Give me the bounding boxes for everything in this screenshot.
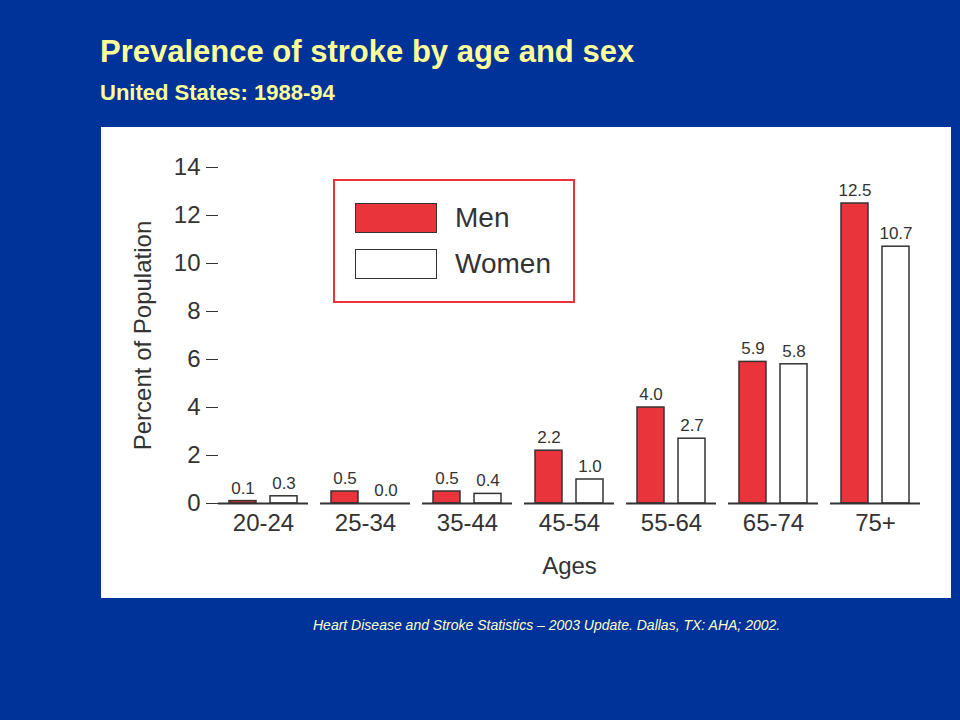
svg-text:Ages: Ages	[542, 552, 597, 579]
svg-text:65-74: 65-74	[743, 509, 804, 536]
svg-text:0.1: 0.1	[231, 479, 255, 498]
svg-text:14: 14	[174, 153, 201, 180]
svg-text:6: 6	[187, 345, 200, 372]
svg-text:1.0: 1.0	[578, 457, 602, 476]
svg-text:0.4: 0.4	[476, 471, 500, 490]
html-text:Heart Disease and Stroke Stati: Heart Disease and Stroke Statistics – 20…	[313, 617, 781, 633]
svg-text:2: 2	[187, 441, 200, 468]
svg-text:5.9: 5.9	[741, 339, 765, 358]
svg-text:25-34: 25-34	[335, 509, 396, 536]
html-text:Prevalence of stroke by age an: Prevalence of stroke by age and sex	[100, 34, 635, 69]
svg-text:20-24: 20-24	[233, 509, 294, 536]
svg-text:75+: 75+	[855, 509, 896, 536]
svg-text:10: 10	[174, 249, 201, 276]
svg-text:12.5: 12.5	[838, 181, 871, 200]
svg-text:8: 8	[187, 297, 200, 324]
svg-text:55-64: 55-64	[641, 509, 702, 536]
svg-text:Percent of Population: Percent of Population	[129, 221, 156, 451]
svg-text:2.7: 2.7	[680, 416, 704, 435]
svg-text:45-54: 45-54	[539, 509, 600, 536]
html-text:United States: 1988-94: United States: 1988-94	[100, 80, 335, 105]
svg-text:0.3: 0.3	[272, 474, 296, 493]
svg-text:4.0: 4.0	[639, 385, 663, 404]
svg-text:12: 12	[174, 201, 201, 228]
html-text:Women: Women	[455, 248, 551, 279]
svg-text:0: 0	[187, 489, 200, 516]
svg-text:2.2: 2.2	[537, 428, 561, 447]
svg-text:0.0: 0.0	[374, 481, 398, 500]
svg-text:35-44: 35-44	[437, 509, 498, 536]
html-text:Men: Men	[455, 202, 510, 233]
svg-text:4: 4	[187, 393, 200, 420]
svg-text:10.7: 10.7	[879, 224, 912, 243]
svg-text:5.8: 5.8	[782, 342, 806, 361]
svg-text:0.5: 0.5	[435, 469, 459, 488]
svg-text:0.5: 0.5	[333, 469, 357, 488]
